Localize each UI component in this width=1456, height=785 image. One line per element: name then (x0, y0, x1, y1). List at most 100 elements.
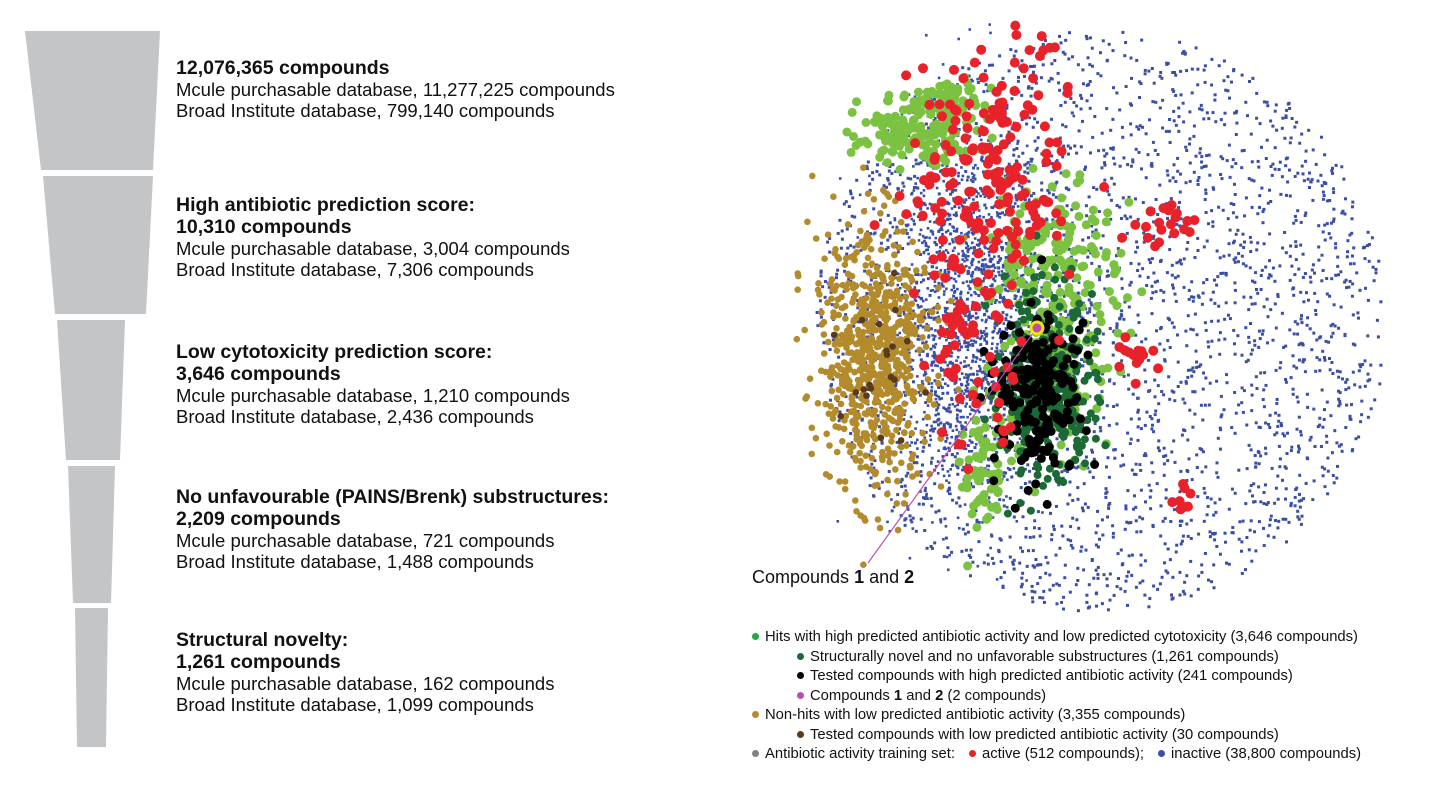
inactive-point (1117, 577, 1120, 580)
inactive-point (1111, 341, 1115, 345)
inactive-point (1198, 107, 1202, 111)
inactive-point (1098, 426, 1102, 429)
inactive-point (908, 434, 912, 438)
inactive-point (1368, 378, 1372, 382)
inactive-point (941, 464, 944, 468)
inactive-point (977, 244, 980, 247)
inactive-point (993, 205, 996, 208)
inactive-point (1020, 185, 1024, 189)
inactive-point (960, 166, 963, 169)
inactive-point (1019, 486, 1023, 490)
inactive-point (924, 241, 928, 245)
nonhit-point (846, 323, 853, 331)
nonhit-point (922, 343, 930, 351)
inactive-point (1326, 492, 1330, 496)
inactive-point (1044, 571, 1048, 575)
hit-point (883, 113, 893, 122)
inactive-point (1240, 166, 1244, 170)
inactive-point (1192, 170, 1196, 174)
inactive-point (1262, 305, 1266, 309)
inactive-point (954, 381, 958, 384)
nonhit-point (861, 244, 868, 251)
inactive-point (1232, 258, 1236, 262)
inactive-point (1151, 236, 1155, 240)
inactive-point (989, 260, 993, 263)
inactive-point (828, 236, 832, 240)
inactive-point (1077, 465, 1080, 469)
inactive-point (1308, 438, 1312, 442)
nonhit-point (908, 277, 916, 284)
inactive-point (1108, 572, 1112, 576)
stage-3-mcule: Mcule purchasable database, 1,210 compou… (176, 385, 570, 406)
inactive-point (921, 449, 925, 453)
inactive-point (1351, 282, 1355, 286)
inactive-point (960, 427, 964, 430)
inactive-point (1328, 199, 1332, 202)
inactive-point (1287, 520, 1291, 524)
inactive-point (1193, 312, 1197, 316)
inactive-point (893, 218, 897, 222)
inactive-point (1075, 518, 1079, 522)
inactive-point (1196, 236, 1200, 240)
inactive-point (847, 205, 851, 208)
inactive-point (1046, 561, 1050, 565)
inactive-point (931, 233, 935, 236)
inactive-point (1118, 164, 1122, 168)
inactive-point (925, 423, 929, 427)
inactive-point (975, 357, 979, 360)
inactive-point (935, 243, 938, 247)
nonhit-point (889, 417, 897, 425)
inactive-point (951, 463, 955, 467)
inactive-point (1379, 363, 1383, 367)
hit-point (916, 127, 926, 137)
inactive-point (1290, 445, 1294, 449)
inactive-point (936, 406, 940, 409)
inactive-point (1237, 537, 1241, 541)
inactive-point (1057, 81, 1061, 85)
inactive-point (1115, 91, 1119, 95)
inactive-point (1302, 497, 1306, 501)
inactive-point (1227, 313, 1230, 317)
inactive-point (959, 361, 963, 365)
inactive-point (910, 365, 913, 369)
inactive-point (976, 564, 980, 568)
inactive-point (1264, 421, 1268, 425)
inactive-point (1217, 304, 1221, 308)
inactive-point (956, 516, 960, 520)
inactive-point (941, 63, 945, 66)
nonhit-point (836, 478, 843, 485)
inactive-point (1138, 274, 1142, 278)
inactive-point (946, 384, 950, 387)
inactive-point (1172, 119, 1176, 123)
inactive-point (1064, 38, 1068, 42)
inactive-point (1123, 300, 1127, 304)
inactive-point (1155, 329, 1158, 333)
inactive-point (943, 309, 947, 313)
inactive-point (1337, 444, 1341, 448)
inactive-point (1259, 288, 1263, 291)
nonhit-point (833, 347, 841, 355)
inactive-point (1331, 219, 1335, 223)
inactive-point (1087, 236, 1090, 240)
inactive-point (1332, 217, 1336, 221)
inactive-point (1001, 266, 1005, 269)
inactive-point (904, 223, 908, 227)
inactive-point (1262, 491, 1266, 494)
inactive-point (1017, 75, 1020, 79)
inactive-point (1150, 312, 1154, 316)
inactive-point (1252, 179, 1256, 183)
inactive-point (933, 240, 937, 244)
inactive-point (844, 313, 848, 317)
inactive-point (999, 296, 1002, 299)
inactive-point (1292, 293, 1296, 297)
inactive-point (1222, 254, 1226, 258)
inactive-point (1164, 454, 1168, 458)
inactive-point (1207, 117, 1211, 121)
inactive-point (1106, 269, 1110, 273)
inactive-point (1224, 88, 1228, 92)
nonhit-point (838, 293, 845, 301)
inactive-point (946, 301, 949, 304)
nonhit-point (865, 269, 873, 276)
inactive-point (1008, 468, 1012, 472)
inactive-point (1088, 321, 1092, 324)
